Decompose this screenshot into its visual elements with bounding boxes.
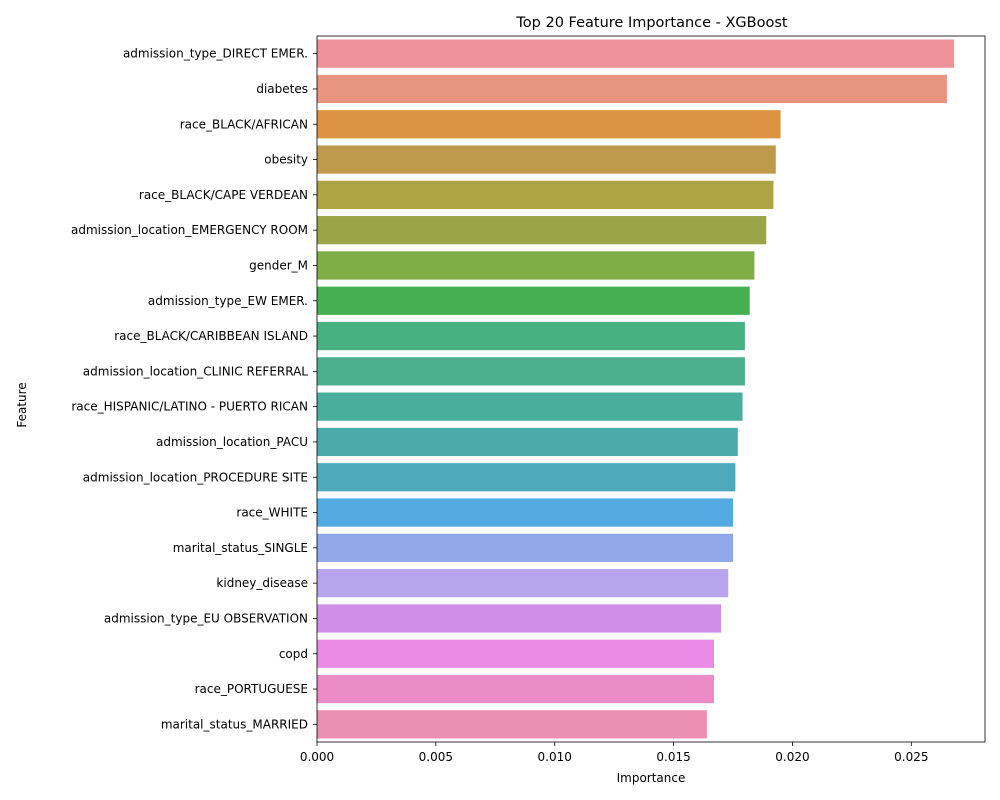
x-tick-label: 0.020 [775,750,809,764]
bar [317,216,767,245]
bar [317,498,734,527]
bar [317,145,776,174]
bar [317,321,745,351]
x-tick-label: 0.015 [656,750,690,764]
y-tick-label: admission_type_DIRECT EMER. [123,47,308,61]
y-tick-label: race_BLACK/CARIBBEAN ISLAND [114,329,308,343]
bar [317,533,734,562]
bar [317,427,738,457]
x-tick-label: 0.000 [300,750,334,764]
bar [317,39,955,68]
bar [317,674,714,704]
x-tick-label: 0.010 [538,750,572,764]
plot-frame [316,35,986,743]
bar [317,74,947,104]
y-tick-label: kidney_disease [216,576,308,590]
bar [317,463,736,492]
x-axis: 0.000 0.005 0.010 0.015 0.020 0.025 [300,742,928,764]
y-tick-labels: admission_type_DIRECT EMER. diabetes race_… [71,47,317,731]
y-tick-label: race_HISPANIC/LATINO - PUERTO RICAN [71,400,308,414]
bar [317,604,722,633]
y-tick-label: admission_type_EW EMER. [148,294,308,308]
bar [317,357,745,386]
y-tick-label: admission_type_EU OBSERVATION [104,611,308,625]
y-tick-label: marital_status_SINGLE [173,541,308,555]
bar [317,710,707,739]
y-tick-label: admission_location_PACU [156,435,308,449]
chart-title: Top 20 Feature Importance - XGBoost [515,15,787,31]
bar [317,639,714,668]
y-tick-label: race_PORTUGUESE [195,682,308,696]
y-tick-label: admission_location_PROCEDURE SITE [83,470,308,484]
bars-group [317,39,955,739]
x-axis-title: Importance [617,771,686,785]
y-tick-label: diabetes [256,82,308,96]
bar [317,251,755,280]
y-tick-label: gender_M [249,258,308,272]
bar [317,180,774,209]
y-axis-title: Feature [15,382,29,427]
y-tick-label: copd [279,647,308,661]
plot-border [316,35,986,743]
x-tick-label: 0.005 [419,750,453,764]
y-tick-label: race_BLACK/CAPE VERDEAN [139,188,308,202]
y-tick-label: race_BLACK/AFRICAN [180,117,308,131]
x-tick-label: 0.025 [894,750,928,764]
y-tick-label: admission_location_CLINIC REFERRAL [83,364,309,378]
bar [317,392,743,421]
y-tick-label: obesity [264,153,308,167]
y-tick-label: admission_location_EMERGENCY ROOM [71,223,308,237]
bar [317,110,781,139]
y-tick-label: race_WHITE [236,506,308,520]
bar [317,569,729,598]
bar [317,286,750,315]
y-tick-label: marital_status_MARRIED [161,717,308,731]
